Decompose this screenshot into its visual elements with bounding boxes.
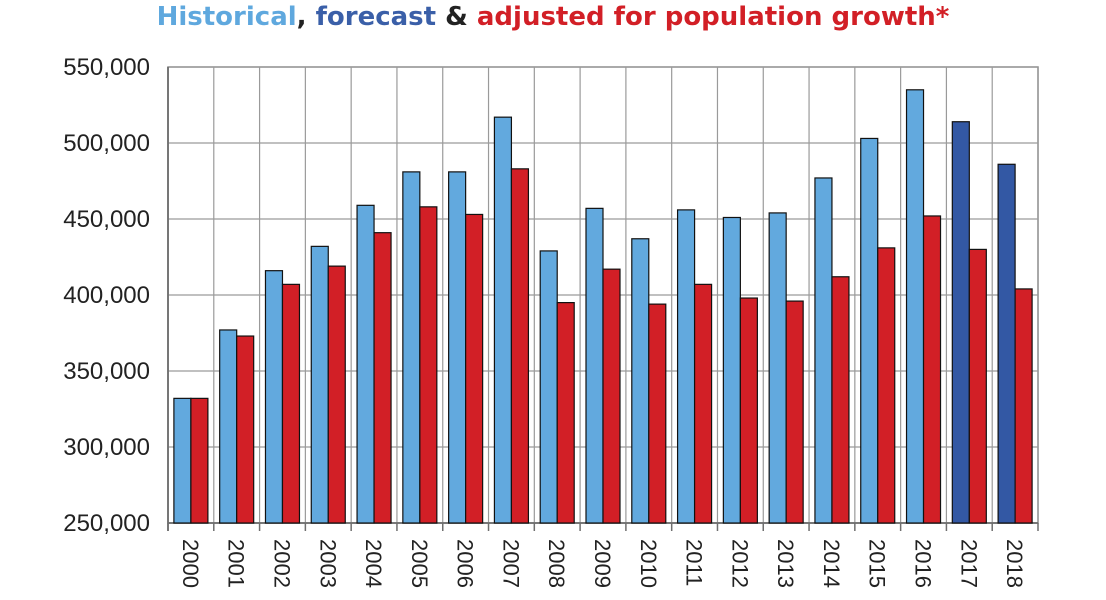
y-tick-label: 250,000: [63, 510, 150, 537]
bar-historical-2017: [951, 121, 970, 524]
chart-title-part: &: [436, 2, 477, 32]
x-tick-label: 2009: [590, 539, 615, 588]
chart-title-part: ,: [296, 2, 316, 32]
x-tick-label: 2016: [911, 539, 936, 588]
x-tick-label: 2005: [407, 539, 432, 588]
bar-historical-2001: [219, 329, 238, 524]
x-tick-label: 2010: [636, 539, 661, 588]
bar-adjusted-2013: [785, 300, 804, 524]
chart-title-part: forecast: [315, 2, 437, 32]
x-tick-label: 2012: [727, 539, 752, 588]
bar-historical-2006: [448, 171, 467, 524]
bar-adjusted-2016: [922, 215, 942, 524]
bar-historical-2012: [722, 216, 741, 524]
bar-adjusted-2007: [510, 168, 530, 524]
x-tick-label: 2004: [361, 539, 386, 588]
bar-historical-2004: [356, 204, 375, 524]
x-tick-label: 2017: [956, 539, 981, 588]
bar-adjusted-2010: [648, 303, 667, 524]
bar-historical-2014: [814, 177, 833, 524]
bar-adjusted-2018: [1014, 288, 1033, 524]
bar-adjusted-2015: [877, 247, 896, 524]
bar-historical-2010: [631, 238, 650, 524]
x-tick-label: 2014: [819, 539, 844, 588]
y-tick-label: 500,000: [63, 130, 150, 157]
bar-historical-2002: [264, 270, 284, 524]
bar-historical-2008: [539, 250, 558, 524]
bar-adjusted-2011: [693, 283, 713, 524]
bar-historical-2011: [676, 209, 696, 524]
y-tick-label: 400,000: [63, 282, 150, 309]
bar-adjusted-2003: [327, 265, 346, 524]
x-tick-label: 2013: [773, 539, 798, 588]
x-tick-label: 2006: [453, 539, 478, 588]
chart-title-part: adjusted for population growth*: [476, 2, 950, 32]
x-tick-label: 2018: [1002, 539, 1027, 588]
y-tick-label: 550,000: [63, 54, 150, 81]
bar-historical-2003: [310, 245, 329, 524]
bar-adjusted-2012: [739, 297, 758, 524]
bar-adjusted-2005: [419, 206, 438, 524]
bar-historical-2009: [585, 207, 604, 524]
bar-adjusted-2017: [968, 248, 987, 524]
bar-historical-2015: [860, 137, 879, 524]
x-tick-label: 2015: [865, 539, 890, 588]
bar-historical-2000: [173, 397, 192, 524]
y-tick-label: 300,000: [63, 434, 150, 461]
bar-historical-2018: [997, 163, 1016, 524]
bar-historical-2013: [768, 212, 787, 524]
bar-adjusted-2014: [831, 276, 850, 524]
x-tick-label: 2007: [498, 539, 523, 588]
bar-historical-2005: [402, 171, 421, 524]
bar-adjusted-2004: [373, 232, 392, 524]
bar-historical-2016: [905, 89, 925, 524]
x-tick-label: 2001: [224, 539, 249, 588]
chart-title: Historical, forecast & adjusted for popu…: [0, 0, 1106, 34]
bar-adjusted-2008: [556, 302, 575, 524]
chart-title-part: Historical: [156, 2, 297, 32]
bar-adjusted-2001: [236, 335, 255, 524]
y-tick-label: 350,000: [63, 358, 150, 385]
bar-adjusted-2006: [465, 213, 484, 524]
y-tick-label: 450,000: [63, 206, 150, 233]
x-tick-label: 2003: [315, 539, 340, 588]
x-tick-label: 2008: [544, 539, 569, 588]
x-tick-label: 2002: [269, 539, 294, 588]
bar-historical-2007: [493, 116, 513, 524]
x-tick-label: 2000: [178, 539, 203, 588]
bar-adjusted-2000: [190, 397, 209, 524]
x-tick-label: 2011: [682, 539, 707, 586]
bar-adjusted-2002: [281, 283, 301, 524]
bar-adjusted-2009: [602, 268, 621, 524]
